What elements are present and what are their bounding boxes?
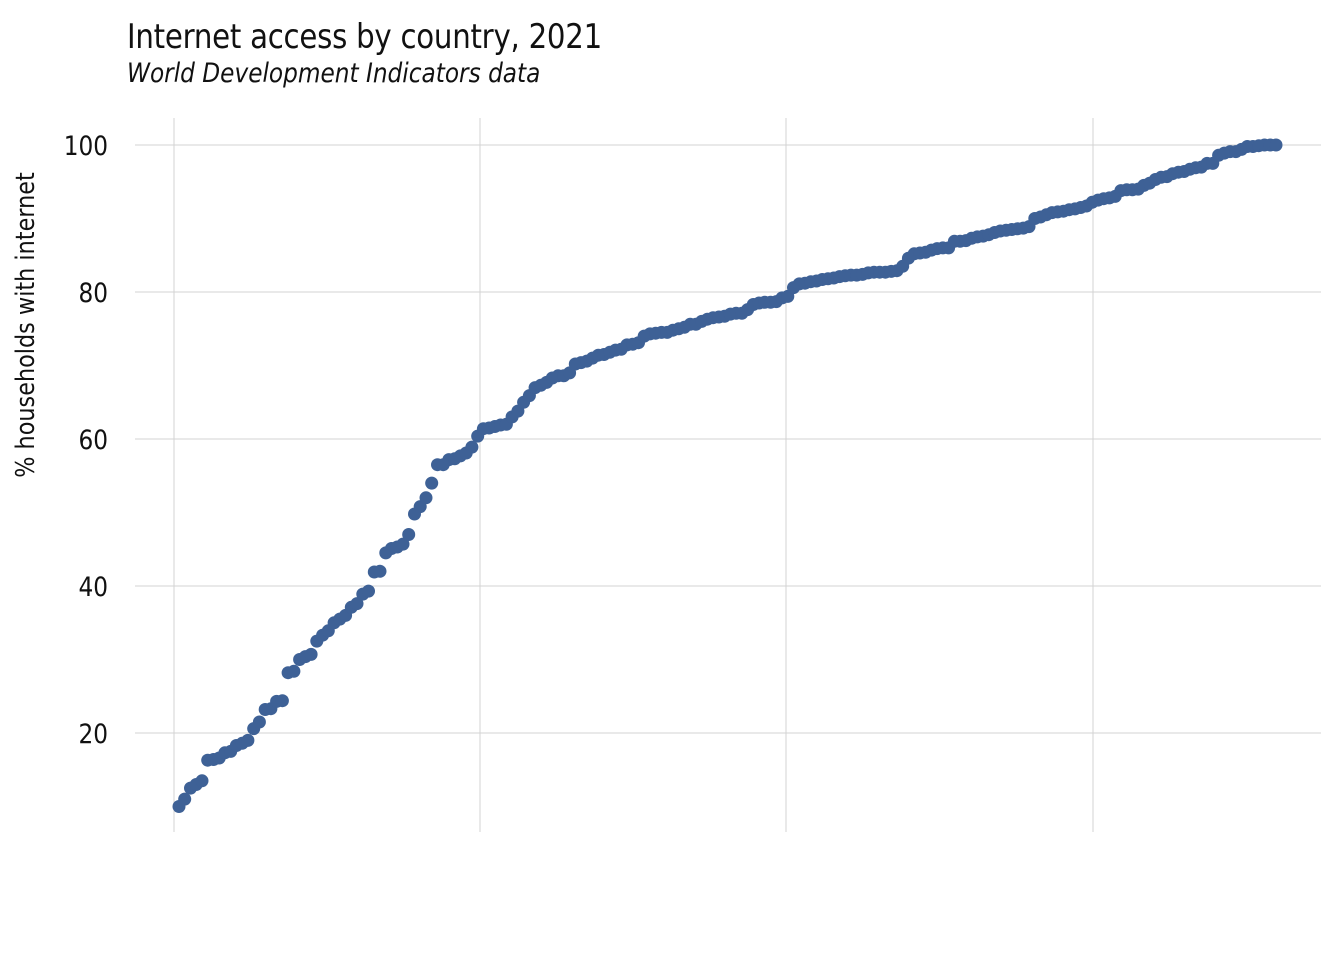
- data-point: [178, 792, 192, 806]
- data-point: [396, 537, 410, 551]
- data-point: [419, 491, 433, 505]
- y-tick-label: 60: [78, 424, 108, 455]
- data-point: [425, 476, 439, 490]
- y-tick-label: 40: [78, 571, 108, 602]
- y-axis-label: % households with internet: [9, 172, 40, 478]
- vertical-gridlines: [173, 118, 1094, 832]
- data-point: [195, 774, 209, 788]
- data-point: [304, 647, 318, 661]
- y-tick-label: 80: [78, 277, 108, 308]
- data-point: [1269, 138, 1283, 152]
- horizontal-gridlines: [135, 144, 1321, 734]
- chart-subtitle: World Development Indicators data: [127, 58, 541, 89]
- data-point: [373, 564, 387, 578]
- data-points: [172, 138, 1283, 813]
- y-tick-label: 100: [64, 130, 108, 161]
- y-tick-label: 20: [78, 718, 108, 749]
- data-point: [241, 733, 255, 747]
- y-tick-labels: 20 40 60 80 100: [64, 130, 108, 749]
- data-point: [465, 440, 479, 454]
- data-point: [350, 597, 364, 611]
- data-point: [287, 664, 301, 678]
- data-point: [402, 528, 416, 541]
- data-point: [362, 584, 375, 598]
- data-point: [252, 715, 266, 729]
- chart-title: Internet access by country, 2021: [127, 17, 602, 57]
- data-point: [275, 694, 289, 708]
